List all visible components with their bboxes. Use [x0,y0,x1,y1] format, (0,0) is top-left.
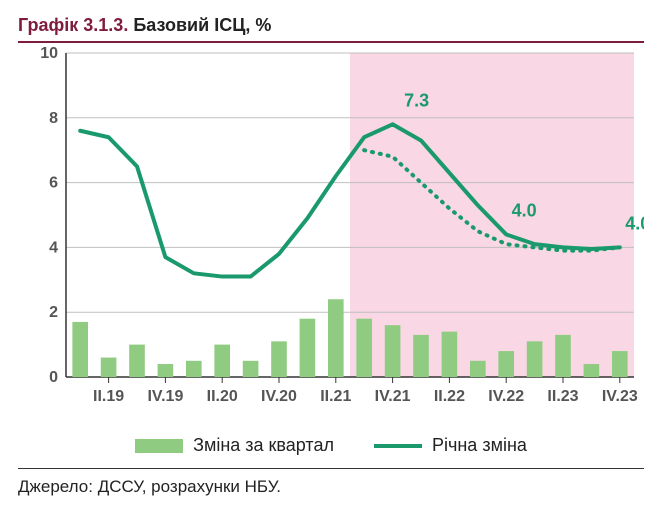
svg-text:IV.20: IV.20 [261,388,297,405]
legend-label-bar: Зміна за квартал [193,435,334,456]
svg-text:4: 4 [49,240,58,257]
svg-text:II.23: II.23 [547,388,578,405]
svg-text:IV.21: IV.21 [375,388,411,405]
svg-text:IV.22: IV.22 [488,388,524,405]
title-rule [18,41,644,43]
svg-text:II.22: II.22 [434,388,465,405]
svg-text:7.3: 7.3 [404,91,429,111]
legend-item-bar: Зміна за квартал [135,435,334,456]
svg-text:2: 2 [49,305,58,322]
chart-svg: 0 2 4 6 8 10 II.19 IV.19 II.20 IV.20 II.21 IV.21 II.… [18,47,644,427]
legend-label-line: Річна зміна [432,435,527,456]
svg-text:II.20: II.20 [207,388,238,405]
figure-subject: Базовий ІСЦ, % [128,15,271,35]
svg-text:10: 10 [40,47,58,62]
svg-text:IV.23: IV.23 [602,388,638,405]
svg-text:II.19: II.19 [93,388,124,405]
legend-swatch-bar [135,439,183,453]
figure-number: Графік 3.1.3. [18,15,128,35]
figure-container: Графік 3.1.3. Базовий ІСЦ, % 0 2 4 6 8 10 II.1… [0,0,662,519]
svg-text:4.0: 4.0 [512,201,537,221]
source-text: Джерело: ДССУ, розрахунки НБУ. [18,477,644,497]
chart-area: 0 2 4 6 8 10 II.19 IV.19 II.20 IV.20 II.21 IV.21 II.… [18,47,644,427]
svg-text:II.21: II.21 [320,388,351,405]
svg-text:0: 0 [49,369,58,386]
svg-text:8: 8 [49,110,58,127]
source-rule [18,468,644,469]
legend: Зміна за квартал Річна зміна [18,435,644,456]
svg-text:4.0: 4.0 [625,214,644,234]
legend-swatch-line [374,444,422,448]
svg-text:IV.19: IV.19 [147,388,183,405]
legend-item-line: Річна зміна [374,435,527,456]
figure-title: Графік 3.1.3. Базовий ІСЦ, % [18,14,644,37]
svg-text:6: 6 [49,175,58,192]
